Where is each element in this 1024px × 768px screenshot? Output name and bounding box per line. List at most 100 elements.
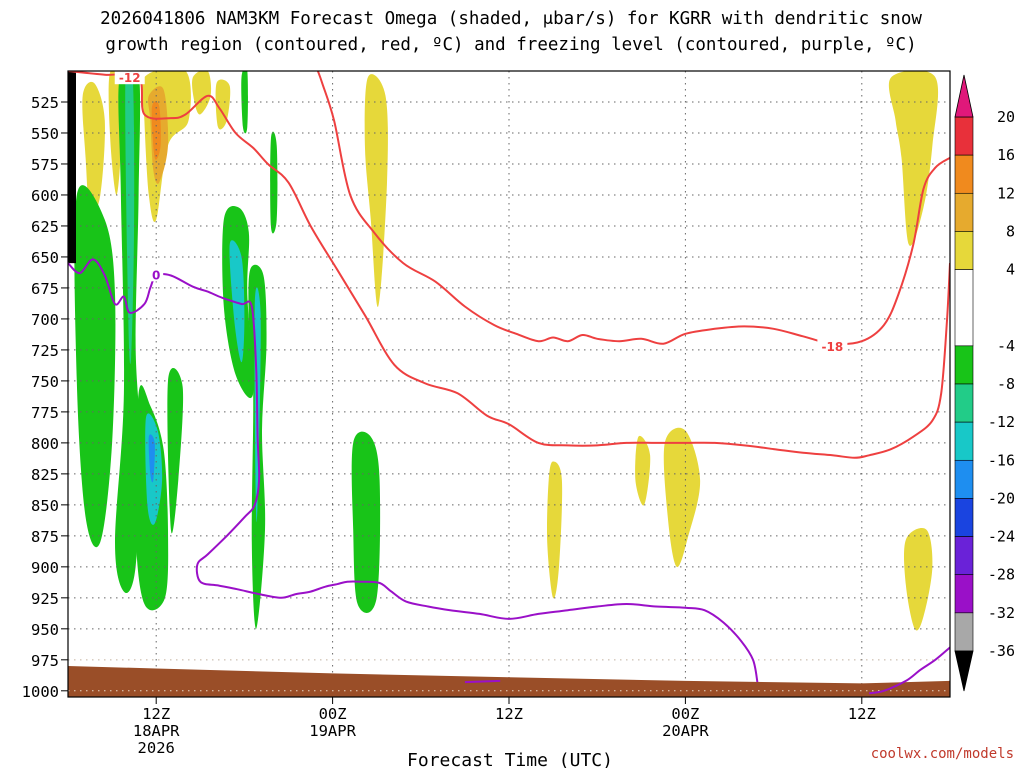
dgz-contour-line (316, 71, 950, 346)
colorbar-bottom-arrow (954, 650, 974, 692)
y-tick-label: 800 (31, 435, 59, 453)
omega-region (663, 427, 701, 568)
colorbar-tick-label: -24 (988, 528, 1015, 546)
omega-region (364, 74, 388, 307)
x-axis-title: Forecast Time (UTC) (407, 750, 613, 768)
omega-region (82, 81, 105, 216)
omega-shading (74, 71, 939, 631)
omega-region (270, 131, 278, 234)
x-tick-label: 18APR (133, 722, 180, 740)
y-tick-label: 825 (31, 466, 59, 484)
colorbar-tick-label: 8 (1006, 222, 1015, 240)
colorbar-bin (954, 345, 974, 385)
colorbar-tick-label: -12 (988, 413, 1015, 431)
omega-region (351, 431, 381, 613)
y-tick-label: 925 (31, 590, 59, 608)
colorbar-tick-label: 12 (997, 184, 1015, 202)
contour-label-bg (114, 71, 145, 85)
chart-title-line1: 2026041806 NAM3KM Forecast Omega (shaded… (100, 9, 922, 29)
omega-region (108, 71, 122, 195)
contours: -12 -18 0 (68, 71, 950, 695)
colorbar-bin (954, 192, 974, 232)
y-tick-label: 750 (31, 373, 59, 391)
colorbar-tick-label: -8 (997, 375, 1015, 393)
terrain-fill (68, 666, 950, 697)
y-tick-label: 700 (31, 311, 59, 329)
omega-region (903, 527, 933, 631)
chart-title-line2: growth region (contoured, red, ºC) and f… (105, 35, 916, 55)
omega-region (546, 461, 563, 599)
colorbar-bin (954, 612, 974, 652)
x-tick-label: 12Z (142, 705, 170, 723)
y-tick-label: 625 (31, 218, 59, 236)
omega-region (125, 71, 135, 364)
contour-label: -18 (822, 340, 844, 354)
y-tick-label: 850 (31, 497, 59, 515)
colorbar-tick-label: -32 (988, 604, 1015, 622)
colorbar-top-arrow (954, 74, 974, 118)
colorbar-tick-label: -20 (988, 489, 1015, 507)
y-axis: 525 550 575 600 625 650 675 700 725 750 775 800 825 8… (22, 94, 68, 701)
omega-region (635, 435, 651, 506)
x-tick-label: 2026 (138, 739, 175, 757)
x-tick-label: 12Z (495, 705, 523, 723)
y-tick-label: 575 (31, 156, 59, 174)
omega-region (241, 71, 248, 134)
colorbar-bin (954, 459, 974, 499)
colorbar-bin (954, 269, 974, 347)
y-tick-label: 675 (31, 280, 59, 298)
y-tick-label: 725 (31, 342, 59, 360)
colorbar-bin (954, 116, 974, 156)
y-tick-label: 550 (31, 125, 59, 143)
omega-region (167, 368, 184, 534)
omega-region (148, 434, 155, 483)
y-tick-label: 900 (31, 559, 59, 577)
y-tick-label: 525 (31, 94, 59, 112)
colorbar-tick-label: 20 (997, 108, 1015, 126)
colorbar-tick-label: -16 (988, 451, 1015, 469)
contour-label: 0 (152, 268, 160, 282)
freezing-level-line (868, 646, 950, 695)
credit-text: coolwx.com/models (871, 746, 1014, 762)
omega-region (215, 79, 231, 130)
y-tick-label: 600 (31, 187, 59, 205)
dgz-contour-line (68, 71, 950, 459)
gridlines (68, 71, 950, 697)
x-tick-label: 00Z (319, 705, 347, 723)
x-tick-label: 19APR (309, 722, 356, 740)
colorbar-bin (954, 383, 974, 423)
omega-region (888, 71, 939, 246)
y-tick-label: 875 (31, 528, 59, 546)
y-tick-label: 975 (31, 652, 59, 670)
x-tick-label: 00Z (671, 705, 699, 723)
contour-label-bg (817, 338, 848, 354)
omega-region (74, 185, 116, 548)
x-tick-label: 12Z (848, 705, 876, 723)
colorbar-bin (954, 536, 974, 576)
x-tick-label: 20APR (662, 722, 709, 740)
colorbar-bin (954, 154, 974, 194)
colorbar-bin (954, 574, 974, 614)
colorbar-bin (954, 498, 974, 537)
colorbar-tick-label: 16 (997, 146, 1015, 164)
y-tick-label: 1000 (22, 683, 59, 701)
omega-region (192, 71, 212, 115)
y-tick-label: 650 (31, 249, 59, 267)
colorbar-bin (954, 421, 974, 461)
terrain (68, 71, 950, 697)
omega-region (229, 240, 245, 363)
freezing-level-line (464, 679, 501, 684)
colorbar: 20 16 12 8 4 -4 -8 -12 -16 -20 -24 -28 -32 -36 (954, 74, 1015, 692)
y-tick-label: 950 (31, 621, 59, 639)
contour-label-bg (149, 266, 164, 282)
colorbar-tick-label: -28 (988, 566, 1015, 584)
colorbar-bin (954, 231, 974, 270)
y-tick-label: 775 (31, 404, 59, 422)
colorbar-tick-label: 4 (1006, 261, 1015, 279)
colorbar-tick-label: -4 (997, 337, 1015, 355)
colorbar-tick-label: -36 (988, 642, 1015, 660)
omega-region (151, 101, 161, 160)
left-edge-strip (68, 71, 76, 264)
